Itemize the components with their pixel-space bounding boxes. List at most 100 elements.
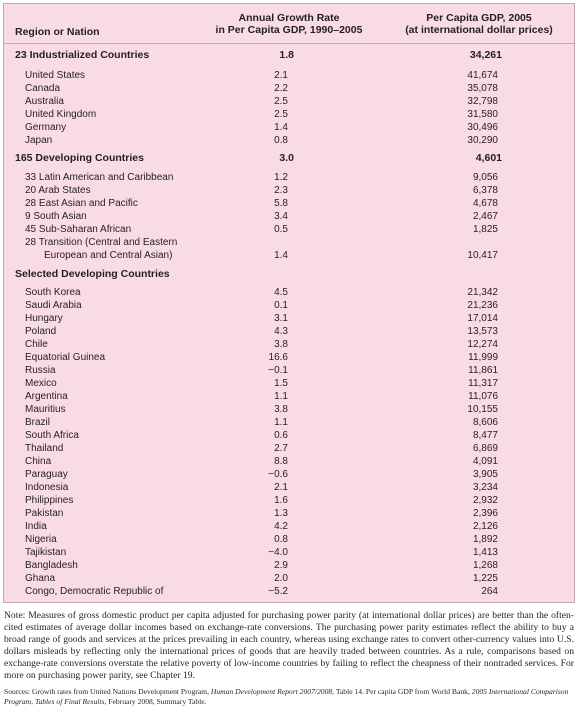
row-name: 28 Transition (Central and Eastern	[25, 237, 178, 248]
row-name: Poland	[25, 326, 57, 337]
table-group-row: Selected Developing Countries	[4, 268, 576, 281]
row-gdp-per-capita: 3,234	[472, 482, 498, 493]
row-gdp-per-capita: 21,236	[467, 300, 498, 311]
row-name: Brazil	[25, 417, 51, 428]
row-gdp-per-capita: 35,078	[467, 83, 498, 94]
row-growth-rate: 3.8	[274, 404, 288, 415]
table-row: China 8.8 4,091	[4, 455, 576, 468]
row-name: Pakistan	[25, 508, 64, 519]
row-name: Paraguay	[25, 469, 68, 480]
row-gdp-per-capita: 1,225	[472, 573, 498, 584]
row-name: Equatorial Guinea	[25, 352, 106, 363]
row-growth-rate: 1.6	[274, 495, 288, 506]
sources-report-title: Human Development Report 2007/2008,	[210, 687, 335, 696]
row-gdp-per-capita: 264	[481, 586, 498, 597]
row-gdp-per-capita: 13,573	[467, 326, 498, 337]
sources-program-title: 2005 International Comparison Program, T…	[4, 687, 569, 706]
row-growth-rate: −5.2	[268, 586, 288, 597]
table-row: Nigeria 0.8 1,892	[4, 533, 576, 546]
table-row: Congo, Democratic Republic of −5.2 264	[4, 585, 576, 598]
row-name: Mauritius	[25, 404, 66, 415]
row-name: Japan	[25, 135, 53, 146]
table-row: European and Central Asian) 1.4 10,417	[4, 249, 576, 262]
row-gdp-per-capita: 30,290	[467, 135, 498, 146]
header-gdp-line2: (at international dollar prices)	[405, 24, 553, 36]
row-gdp-per-capita: 9,056	[472, 172, 498, 183]
row-name: Mexico	[25, 378, 57, 389]
table-row: Chile 3.8 12,274	[4, 338, 576, 351]
row-name: Argentina	[25, 391, 68, 402]
row-growth-rate: 4.5	[274, 287, 288, 298]
table-row: United States 2.1 41,674	[4, 69, 576, 82]
row-gdp-per-capita: 4,601	[475, 152, 502, 164]
row-growth-rate: 2.5	[274, 109, 288, 120]
row-gdp-per-capita: 1,892	[472, 534, 498, 545]
row-name: 45 Sub-Saharan African	[25, 224, 132, 235]
row-growth-rate: 3.8	[274, 339, 288, 350]
row-gdp-per-capita: 3,905	[472, 469, 498, 480]
row-name: South Korea	[25, 287, 81, 298]
header-growth: Annual Growth Rate in Per Capita GDP, 19…	[199, 12, 379, 36]
row-name: United States	[25, 70, 86, 81]
row-growth-rate: 3.4	[274, 211, 288, 222]
row-gdp-per-capita: 2,126	[472, 521, 498, 532]
row-gdp-per-capita: 4,678	[472, 198, 498, 209]
table-row: Pakistan 1.3 2,396	[4, 507, 576, 520]
row-gdp-per-capita: 31,580	[467, 109, 498, 120]
row-growth-rate: 0.6	[274, 430, 288, 441]
row-growth-rate: 1.1	[274, 391, 288, 402]
row-name: Selected Developing Countries	[15, 268, 170, 280]
table-row: Saudi Arabia 0.1 21,236	[4, 299, 576, 312]
row-growth-rate: 0.8	[274, 534, 288, 545]
row-name: 33 Latin American and Caribbean	[25, 172, 174, 183]
row-name: Congo, Democratic Republic of	[25, 586, 164, 597]
row-name: China	[25, 456, 52, 467]
growth-gdp-table: Region or Nation Annual Growth Rate in P…	[3, 3, 575, 603]
row-name: Philippines	[25, 495, 74, 506]
row-growth-rate: 2.0	[274, 573, 288, 584]
table-row: India 4.2 2,126	[4, 520, 576, 533]
table-row: Bangladesh 2.9 1,268	[4, 559, 576, 572]
row-growth-rate: 3.0	[279, 152, 294, 164]
table-group-row: 23 Industrialized Countries 1.8 34,261	[4, 49, 576, 62]
row-growth-rate: 1.2	[274, 172, 288, 183]
table-row: Paraguay −0.6 3,905	[4, 468, 576, 481]
table-row: Russia −0.1 11,861	[4, 364, 576, 377]
sources-text-2: Table 14. Per capita GDP from World Bank…	[334, 687, 472, 696]
row-gdp-per-capita: 6,869	[472, 443, 498, 454]
table-row: Ghana 2.0 1,225	[4, 572, 576, 585]
row-gdp-per-capita: 1,413	[472, 547, 498, 558]
row-gdp-per-capita: 6,378	[472, 185, 498, 196]
row-growth-rate: 4.3	[274, 326, 288, 337]
table-row: Poland 4.3 13,573	[4, 325, 576, 338]
row-growth-rate: 2.7	[274, 443, 288, 454]
row-growth-rate: 2.3	[274, 185, 288, 196]
row-growth-rate: 2.1	[274, 482, 288, 493]
row-growth-rate: 16.6	[268, 352, 288, 363]
row-name: Tajikistan	[25, 547, 67, 558]
row-name: Nigeria	[25, 534, 57, 545]
row-name: Russia	[25, 365, 56, 376]
table-group-row: 165 Developing Countries 3.0 4,601	[4, 152, 576, 165]
table-row: 9 South Asian 3.4 2,467	[4, 210, 576, 223]
table-row: United Kingdom 2.5 31,580	[4, 108, 576, 121]
row-name: Thailand	[25, 443, 64, 454]
row-gdp-per-capita: 2,467	[472, 211, 498, 222]
header-divider	[4, 43, 574, 44]
row-growth-rate: 1.4	[274, 250, 288, 261]
row-name: Ghana	[25, 573, 56, 584]
row-growth-rate: 2.9	[274, 560, 288, 571]
table-row: South Korea 4.5 21,342	[4, 286, 576, 299]
row-growth-rate: −0.6	[268, 469, 288, 480]
row-gdp-per-capita: 11,076	[468, 391, 498, 402]
row-name: Hungary	[25, 313, 63, 324]
row-gdp-per-capita: 1,268	[472, 560, 498, 571]
header-region: Region or Nation	[15, 26, 100, 38]
table-row: Thailand 2.7 6,869	[4, 442, 576, 455]
header-gdp-line1: Per Capita GDP, 2005	[426, 12, 532, 24]
row-growth-rate: 0.1	[274, 300, 288, 311]
table-row: Australia 2.5 32,798	[4, 95, 576, 108]
table-row: Hungary 3.1 17,014	[4, 312, 576, 325]
row-gdp-per-capita: 32,798	[467, 96, 498, 107]
row-gdp-per-capita: 17,014	[467, 313, 498, 324]
